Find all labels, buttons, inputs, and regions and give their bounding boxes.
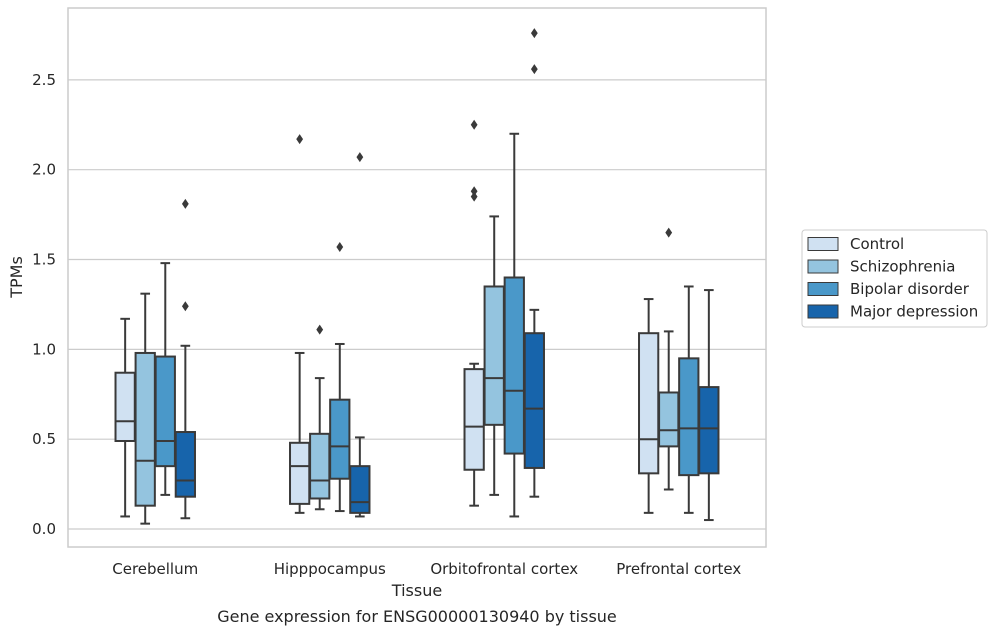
iqr-box bbox=[483, 285, 505, 426]
y-tick-label: 0.5 bbox=[32, 430, 56, 448]
box-3-2 bbox=[523, 28, 545, 498]
iqr-box bbox=[329, 398, 351, 480]
legend-label: Control bbox=[850, 235, 904, 253]
box-2-1 bbox=[329, 241, 351, 513]
plot-frame bbox=[67, 7, 767, 548]
outlier-point bbox=[470, 191, 478, 202]
y-tick-labels: 0.0 0.5 1.0 1.5 2.0 2.5 bbox=[32, 71, 56, 538]
outlier-point bbox=[470, 186, 478, 197]
box-0-1 bbox=[289, 134, 311, 514]
y-tick-label: 1.5 bbox=[32, 251, 56, 269]
y-tick-label: 2.0 bbox=[32, 161, 56, 179]
iqr-box bbox=[349, 465, 371, 514]
box-0-2 bbox=[463, 119, 485, 507]
legend-label: Bipolar disorder bbox=[850, 280, 970, 298]
iqr-box bbox=[658, 391, 680, 448]
box-3-0 bbox=[174, 198, 196, 520]
box-2-2 bbox=[503, 132, 525, 518]
y-tick-label: 2.5 bbox=[32, 71, 56, 89]
legend-swatch bbox=[807, 304, 839, 319]
x-tick-label: Orbitofrontal cortex bbox=[430, 560, 578, 578]
outlier-point bbox=[316, 324, 324, 335]
box-1-2 bbox=[483, 215, 505, 496]
x-tick-labels: Cerebellum Hipppocampus Orbitofrontal cort… bbox=[112, 560, 741, 578]
legend-swatch bbox=[807, 237, 839, 251]
legend-swatch bbox=[807, 259, 839, 274]
box-groups bbox=[114, 28, 720, 525]
outlier-point bbox=[296, 134, 304, 145]
x-tick-label: Prefrontal cortex bbox=[616, 560, 741, 578]
iqr-box bbox=[638, 332, 660, 475]
iqr-box bbox=[114, 371, 136, 442]
legend: Control Schizophrenia Bipolar disorder Majo… bbox=[801, 229, 988, 328]
iqr-box bbox=[154, 355, 176, 468]
iqr-box bbox=[523, 332, 545, 469]
legend-swatch bbox=[807, 282, 839, 296]
outlier-point bbox=[336, 241, 344, 252]
box-3-1 bbox=[349, 152, 371, 518]
iqr-box bbox=[309, 432, 331, 500]
x-tick-label: Hipppocampus bbox=[274, 560, 386, 578]
iqr-box bbox=[678, 357, 700, 477]
outlier-point bbox=[470, 119, 478, 130]
box-0-0 bbox=[114, 317, 136, 518]
box-3-3 bbox=[698, 289, 720, 522]
iqr-box bbox=[698, 386, 720, 475]
legend-label: Major depression bbox=[850, 303, 978, 321]
y-axis-label: TPMs bbox=[7, 256, 26, 299]
iqr-box bbox=[134, 351, 156, 507]
legend-frame bbox=[801, 229, 988, 328]
iqr-box bbox=[174, 431, 196, 498]
y-tick-label: 0.0 bbox=[32, 520, 56, 538]
iqr-box bbox=[289, 441, 311, 505]
outlier-point bbox=[181, 301, 189, 312]
outlier-point bbox=[356, 152, 364, 163]
iqr-box bbox=[463, 368, 485, 471]
outlier-point bbox=[665, 227, 673, 238]
box-2-0 bbox=[154, 262, 176, 496]
box-2-3 bbox=[678, 285, 700, 514]
legend-label: Schizophrenia bbox=[850, 258, 955, 276]
outlier-point bbox=[181, 198, 189, 209]
x-axis-label: Tissue bbox=[391, 581, 442, 600]
x-tick-label: Cerebellum bbox=[112, 560, 198, 578]
outlier-point bbox=[530, 28, 538, 39]
outlier-point bbox=[530, 64, 538, 75]
iqr-box bbox=[503, 276, 525, 455]
y-tick-label: 1.0 bbox=[32, 340, 56, 358]
chart-caption: Gene expression for ENSG00000130940 by t… bbox=[217, 607, 617, 626]
